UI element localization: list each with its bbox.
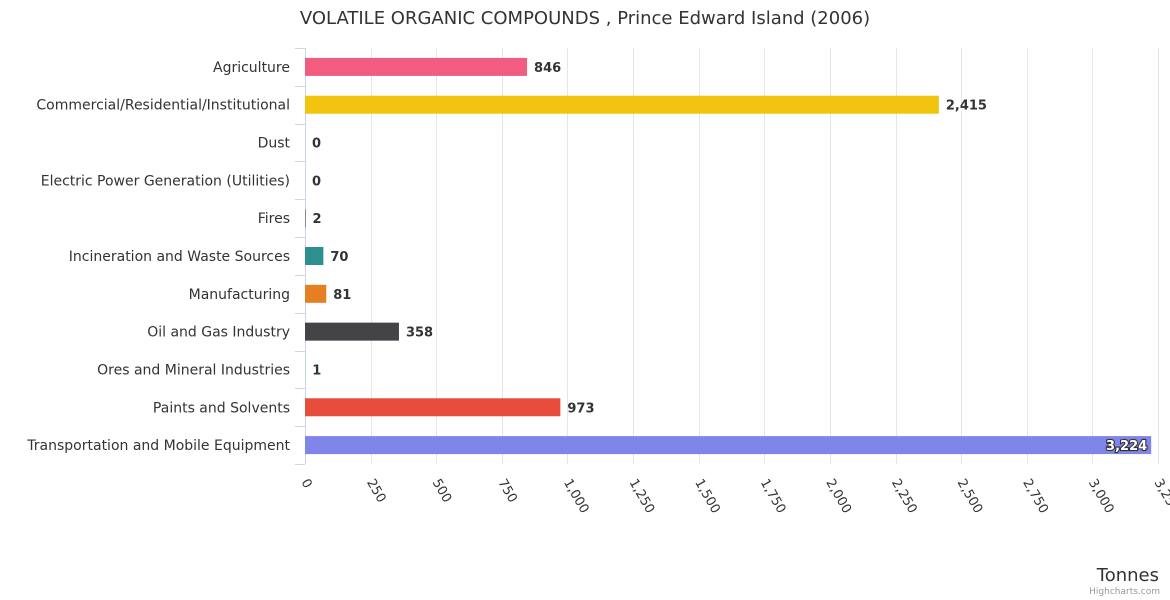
x-axis-title: Tonnes <box>1096 565 1159 586</box>
data-label: 3,224 <box>1106 439 1147 454</box>
bar[interactable] <box>305 322 399 341</box>
category-label: Commercial/Residential/Institutional <box>36 98 290 114</box>
category-label: Ores and Mineral Industries <box>97 362 290 378</box>
bar[interactable] <box>305 57 528 76</box>
bar[interactable] <box>305 436 1152 455</box>
credits-link[interactable]: Highcharts.com <box>1089 587 1160 597</box>
category-label: Paints and Solvents <box>153 400 290 416</box>
bar[interactable] <box>305 95 939 114</box>
category-label: Dust <box>258 136 291 152</box>
data-label: 2 <box>313 212 322 227</box>
data-label: 1 <box>312 363 321 378</box>
category-label: Oil and Gas Industry <box>147 325 290 341</box>
category-label: Transportation and Mobile Equipment <box>26 438 290 454</box>
bar[interactable] <box>305 398 561 417</box>
data-label: 0 <box>312 137 321 152</box>
bar[interactable] <box>305 247 324 265</box>
category-label: Fires <box>258 211 290 227</box>
gridlines <box>305 48 1159 464</box>
data-label: 846 <box>534 61 561 76</box>
data-label: 0 <box>312 174 321 189</box>
data-labels: 846 2,415 0 0 2 70 81 358 1 973 3,224 <box>312 61 1148 455</box>
category-label: Incineration and Waste Sources <box>69 249 290 265</box>
bar[interactable] <box>305 284 327 303</box>
category-label: Electric Power Generation (Utilities) <box>41 173 290 189</box>
bar[interactable] <box>305 209 306 228</box>
bars <box>305 57 1152 455</box>
category-label: Agriculture <box>213 60 290 76</box>
data-label: 70 <box>330 250 348 265</box>
chart-title: VOLATILE ORGANIC COMPOUNDS , Prince Edwa… <box>300 8 870 29</box>
data-label: 358 <box>406 326 433 341</box>
category-labels: Agriculture Commercial/Residential/Instit… <box>26 60 290 454</box>
data-label: 2,415 <box>946 99 987 114</box>
data-label: 81 <box>333 288 351 303</box>
data-label: 973 <box>567 401 594 416</box>
category-label: Manufacturing <box>189 287 290 303</box>
